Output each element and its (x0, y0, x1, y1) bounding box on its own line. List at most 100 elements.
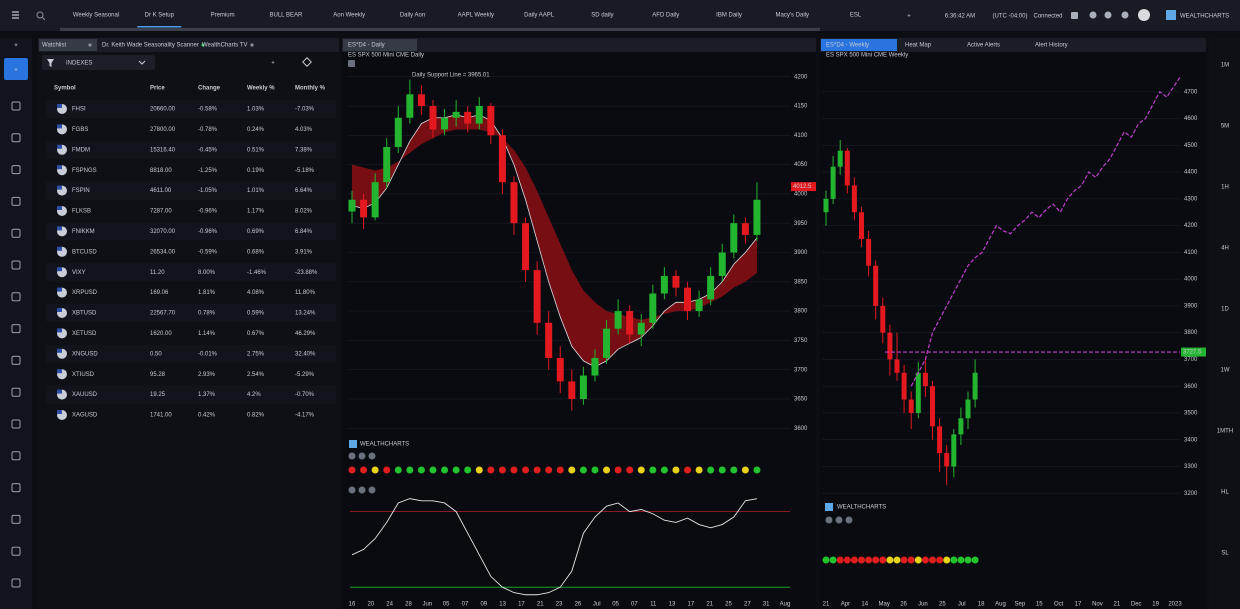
indicator-button[interactable] (368, 486, 376, 494)
tab[interactable]: AAPL Weekly (458, 13, 494, 19)
avatar[interactable] (1138, 9, 1150, 21)
tool-icon[interactable] (11, 483, 21, 493)
add-tab[interactable]: + (907, 14, 911, 20)
timezone: (UTC -04:00) (992, 14, 1027, 20)
y-tick-label: 3900 (794, 250, 808, 256)
timeframe-button[interactable]: SL (1221, 551, 1229, 557)
tab[interactable]: Dr K Setup (145, 13, 175, 19)
collapse-left[interactable]: « (14, 43, 18, 49)
flag-canton (57, 165, 62, 170)
row-bg[interactable] (46, 344, 336, 363)
settings-button[interactable] (348, 60, 355, 67)
settings-icon[interactable] (1104, 11, 1112, 19)
tab[interactable]: ESL (850, 13, 862, 19)
row-bg[interactable] (46, 181, 336, 200)
chart-tab[interactable]: ES*D4 - Daily (348, 43, 385, 49)
row-bg[interactable] (46, 263, 336, 282)
add-symbol[interactable]: + (271, 61, 275, 67)
panel-tab[interactable]: Watchlist (42, 43, 66, 49)
row-bg[interactable] (46, 324, 336, 343)
indicator-button[interactable] (825, 516, 833, 524)
panel-tab[interactable]: Dr. Keith Wade Seasonality Scanner (102, 43, 199, 49)
tab[interactable]: Premium (211, 13, 235, 19)
tool-icon[interactable] (11, 419, 21, 429)
tool-icon[interactable] (11, 324, 21, 334)
tab[interactable]: SD daily (591, 13, 613, 19)
indicator-button[interactable] (358, 486, 366, 494)
timeframe-button[interactable]: 5M (1221, 124, 1229, 130)
tool-icon[interactable] (11, 196, 21, 206)
timeframe-button[interactable]: 1H (1221, 185, 1229, 191)
row-bg[interactable] (46, 222, 336, 241)
tool-icon[interactable] (11, 514, 21, 524)
indicator-button[interactable] (845, 516, 853, 524)
timeframe-button[interactable]: 1M (1221, 63, 1229, 69)
tool-icon[interactable] (11, 578, 21, 588)
signal-dot (753, 466, 761, 474)
timeframe-button[interactable]: 1D (1221, 307, 1229, 313)
signal-dot (464, 466, 472, 474)
indicator-button[interactable] (348, 486, 356, 494)
tab[interactable]: Daily Aon (400, 13, 425, 19)
timeframe-button[interactable]: HL (1221, 490, 1229, 496)
filter-icon[interactable] (47, 59, 54, 67)
brand: WEALTHCHARTS (1180, 14, 1229, 20)
indicator-button[interactable] (368, 452, 376, 460)
tool-icon[interactable] (11, 355, 21, 365)
y-tick-label: 3200 (1184, 491, 1198, 497)
row-bg[interactable] (46, 161, 336, 180)
tab[interactable]: Macy's Daily (776, 13, 809, 19)
list-select[interactable] (42, 55, 155, 70)
row-bg[interactable] (46, 120, 336, 139)
tab[interactable]: Daily AAPL (524, 13, 555, 19)
timeframe-button[interactable]: 1MTH (1217, 429, 1233, 435)
tool-icon[interactable] (11, 292, 21, 302)
panel-tab[interactable]: WealthCharts TV (202, 43, 247, 49)
timeframe-button[interactable]: 4H (1221, 246, 1229, 252)
active-panel-tab (39, 39, 97, 51)
candle-body (695, 299, 703, 312)
tool-icon[interactable] (11, 387, 21, 397)
row-bg[interactable] (46, 100, 336, 118)
tool-icon[interactable] (11, 546, 21, 556)
candle-body (944, 453, 950, 467)
y-tick-label: 4500 (1184, 143, 1198, 149)
seasonal-line (910, 75, 1182, 387)
indicator-button[interactable] (348, 452, 356, 460)
tool-icon[interactable] (11, 133, 21, 143)
add-tool[interactable] (4, 58, 28, 80)
menu-icon[interactable] (12, 11, 19, 19)
tool-icon[interactable] (11, 165, 21, 175)
tab[interactable]: Aon Weekly (333, 13, 365, 19)
tab[interactable]: Weekly Seasonal (73, 13, 119, 19)
chart-tab[interactable]: Active Alerts (967, 43, 1000, 49)
indicator-button[interactable] (358, 452, 366, 460)
alert-icon[interactable] (1089, 11, 1097, 19)
save-icon[interactable] (1071, 12, 1078, 19)
indicator-button[interactable] (835, 516, 843, 524)
row-bg[interactable] (46, 304, 336, 322)
chart-tab[interactable]: Alert History (1035, 43, 1068, 49)
chart-tab[interactable]: ES*D4 - Weekly (826, 43, 869, 49)
row-bg[interactable] (46, 202, 336, 220)
timeframe-button[interactable]: 1W (1221, 368, 1230, 374)
tool-icon[interactable] (11, 101, 21, 111)
row-bg[interactable] (46, 242, 336, 261)
tool-icon[interactable] (11, 260, 21, 270)
cell: -0.58% (198, 107, 218, 113)
tag-icon[interactable] (302, 57, 312, 67)
tool-icon[interactable] (11, 451, 21, 461)
tool-icon[interactable] (11, 228, 21, 238)
search-icon[interactable] (36, 11, 46, 21)
row-bg[interactable] (46, 140, 336, 159)
row-bg[interactable] (46, 406, 336, 424)
tab[interactable]: AFD Daily (652, 13, 679, 19)
row-bg[interactable] (46, 385, 336, 404)
help-icon[interactable] (1121, 11, 1129, 19)
tab[interactable]: IBM Daily (716, 13, 742, 19)
row-bg[interactable] (46, 283, 336, 302)
x-tick-label: Aug (780, 602, 791, 608)
tab[interactable]: BULL BEAR (270, 13, 303, 19)
row-bg[interactable] (46, 365, 336, 384)
chart-tab[interactable]: Heat Map (905, 43, 932, 49)
